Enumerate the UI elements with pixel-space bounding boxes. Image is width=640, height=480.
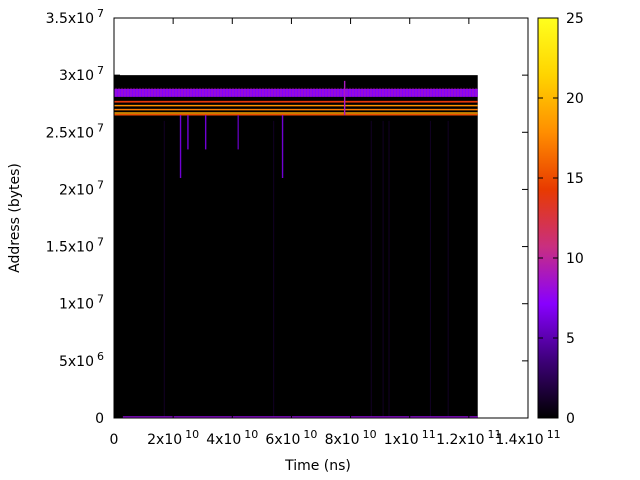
y-tick-label: 1x10 7 [59,293,104,313]
plot-frame [113,17,529,419]
x-tick-label: 4x10 10 [206,428,258,448]
y-axis-label: Address (bytes) [7,163,23,273]
x-tick-label: 2x10 10 [147,428,199,448]
heatmap-background [114,75,478,419]
y-tick-label: 3x10 7 [59,64,104,84]
colorbar-tick-label: 5 [566,331,575,347]
colorbar: 0 5 10 15 20 25 [537,11,584,427]
x-tick-label: 0 [110,432,119,448]
x-tick-label: 1.4x10 11 [495,428,560,448]
x-tick-label: 6x10 10 [265,428,317,448]
colorbar-tick-label: 20 [566,91,584,107]
x-tick-label: 8x10 10 [325,428,377,448]
heatmap-band [122,416,478,418]
colorbar-tick-label: 15 [566,171,584,187]
x-tick-label: 1.2x10 11 [436,428,501,448]
colorbar-tick-label: 10 [566,251,584,267]
heatmap-band [114,108,478,111]
y-tick-label: 0 [95,411,104,427]
y-tick-label: 3.5x10 7 [46,7,104,27]
y-axis: 0 5x10 6 1x10 7 1.5x10 7 2x10 7 2.5x10 7 3x10 7 3.5x1… [46,7,528,427]
colorbar-tick-label: 0 [566,411,575,427]
y-tick-label: 1.5x10 7 [46,236,104,256]
x-axis-label: Time (ns) [284,458,351,474]
heatmap-band [114,100,478,103]
heatmap-band [114,104,478,107]
x-tick-label: 1x10 11 [384,428,436,448]
colorbar-tick-label: 25 [566,11,584,27]
heatmap-band [114,114,478,116]
y-tick-label: 2x10 7 [59,178,104,198]
plot-area [114,75,478,419]
y-tick-label: 5x10 6 [59,350,104,370]
colorbar-gradient [537,17,559,419]
heatmap-band [114,112,478,114]
y-tick-label: 2.5x10 7 [46,121,104,141]
